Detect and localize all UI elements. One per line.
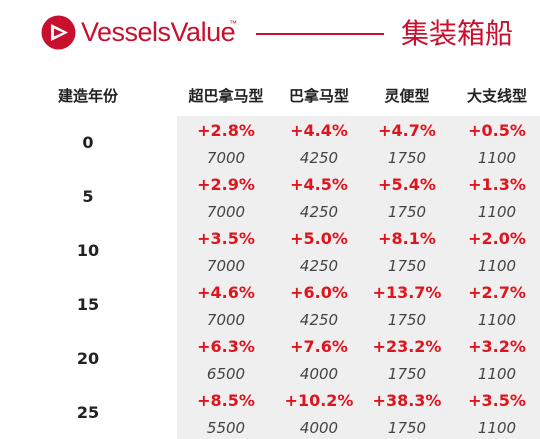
page-title: 集装箱船 [401, 17, 514, 50]
vessel-size-handy: 1750 [387, 419, 427, 437]
value-change-handy: +23.2% [372, 337, 442, 356]
vessel-size-post-panamax: 6500 [206, 365, 246, 383]
value-change-post-panamax: +6.3% [197, 337, 255, 356]
vessel-size-handy: 1750 [387, 365, 427, 383]
column-header-handy: 灵便型 [384, 87, 430, 105]
value-change-post-panamax: +3.5% [197, 229, 255, 248]
value-change-post-panamax: +2.9% [197, 175, 255, 194]
vessel-size-feeder: 1100 [477, 311, 517, 329]
vessel-size-panamax: 4250 [299, 149, 339, 167]
vessel-size-feeder: 1100 [477, 257, 517, 275]
value-change-post-panamax: +2.8% [197, 121, 255, 140]
value-change-handy: +5.4% [378, 175, 436, 194]
vessel-size-post-panamax: 7000 [206, 203, 246, 221]
value-change-post-panamax: +8.5% [197, 391, 255, 410]
value-change-panamax: +4.5% [290, 175, 348, 194]
age-column-header: 建造年份 [57, 87, 118, 105]
vessel-size-panamax: 4000 [299, 419, 339, 437]
vessel-size-panamax: 4250 [299, 257, 339, 275]
column-header-panamax: 巴拿马型 [288, 87, 349, 105]
vessel-size-post-panamax: 7000 [206, 311, 246, 329]
vessel-size-post-panamax: 7000 [206, 257, 246, 275]
value-change-feeder: +3.2% [468, 337, 526, 356]
build-age-10: 10 [76, 241, 100, 260]
value-change-handy: +8.1% [378, 229, 436, 248]
column-header-feeder: 大支线型 [466, 87, 527, 105]
build-age-15: 15 [76, 295, 100, 314]
value-change-feeder: +3.5% [468, 391, 526, 410]
build-age-5: 5 [82, 187, 94, 206]
values-panel [177, 116, 540, 439]
vessel-size-handy: 1750 [387, 149, 427, 167]
value-change-handy: +38.3% [372, 391, 442, 410]
vessel-size-post-panamax: 7000 [206, 149, 246, 167]
value-change-handy: +13.7% [372, 283, 442, 302]
vessel-size-feeder: 1100 [477, 419, 517, 437]
build-age-25: 25 [76, 403, 100, 422]
vessel-size-handy: 1750 [387, 311, 427, 329]
build-age-20: 20 [76, 349, 100, 368]
value-change-feeder: +2.0% [468, 229, 526, 248]
vesselsvalue-logo-icon [41, 15, 76, 50]
vessel-size-handy: 1750 [387, 257, 427, 275]
value-change-panamax: +6.0% [290, 283, 348, 302]
vessel-size-handy: 1750 [387, 203, 427, 221]
vessel-size-panamax: 4000 [299, 365, 339, 383]
header-divider [256, 33, 384, 35]
vessel-size-feeder: 1100 [477, 203, 517, 221]
vessel-size-post-panamax: 5500 [206, 419, 246, 437]
vessel-size-feeder: 1100 [477, 149, 517, 167]
build-age-0: 0 [82, 133, 94, 152]
value-change-panamax: +4.4% [290, 121, 348, 140]
value-change-panamax: +7.6% [290, 337, 348, 356]
brand-name: VesselsValue [81, 17, 236, 47]
column-header-post-panamax: 超巴拿马型 [188, 87, 264, 105]
vessel-size-feeder: 1100 [477, 365, 517, 383]
value-change-feeder: +0.5% [468, 121, 526, 140]
vessel-size-panamax: 4250 [299, 311, 339, 329]
value-change-handy: +4.7% [378, 121, 436, 140]
value-change-feeder: +1.3% [468, 175, 526, 194]
value-change-feeder: +2.7% [468, 283, 526, 302]
value-change-panamax: +5.0% [290, 229, 348, 248]
value-change-post-panamax: +4.6% [197, 283, 255, 302]
vessel-size-panamax: 4250 [299, 203, 339, 221]
brand-trademark: ™ [229, 19, 237, 28]
value-change-panamax: +10.2% [284, 391, 354, 410]
header: VesselsValue ™ 集装箱船 [0, 0, 540, 70]
